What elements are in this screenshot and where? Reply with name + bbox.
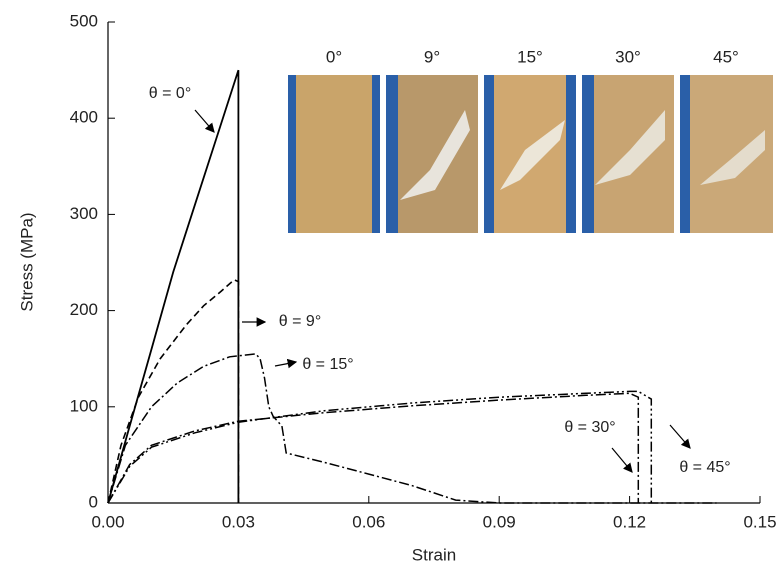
x-tick-label: 0.06: [352, 512, 385, 531]
series-line: [107, 392, 640, 504]
x-tick-label: 0.00: [91, 512, 124, 531]
photo-fracture: [700, 130, 765, 185]
series-line: [107, 390, 653, 504]
arrow: [194, 109, 215, 133]
inset-label: 0°: [326, 47, 342, 66]
arrow: [669, 424, 691, 449]
photo: [288, 75, 380, 233]
photo: [386, 75, 478, 233]
arrows: [194, 109, 691, 473]
series-annotation: θ = 9°: [279, 313, 321, 330]
photo-edge: [372, 75, 380, 233]
y-tick-label: 400: [70, 108, 98, 127]
photo-edge: [386, 75, 398, 233]
arrow: [611, 447, 633, 473]
series-annotation: θ = 0°: [149, 85, 191, 102]
series-annotation: θ = 30°: [564, 419, 615, 436]
x-tick-label: 0.15: [743, 512, 776, 531]
series-line: [107, 278, 240, 504]
inset-label: 45°: [713, 47, 739, 66]
inset-photos: [288, 75, 773, 233]
photo-fracture: [500, 120, 565, 190]
photo-fracture: [595, 110, 665, 185]
x-tick-label: 0.09: [483, 512, 516, 531]
series-line: [107, 353, 717, 504]
inset-label: 15°: [517, 47, 543, 66]
y-tick-label: 100: [70, 396, 98, 415]
y-tick-label: 300: [70, 204, 98, 223]
photo-edge: [566, 75, 576, 233]
photo-fracture: [400, 110, 470, 200]
y-tick-label: 500: [70, 11, 98, 30]
photo-edge: [484, 75, 494, 233]
photo-edge: [582, 75, 594, 233]
x-tick-label: 0.12: [613, 512, 646, 531]
y-tick-label: 200: [70, 300, 98, 319]
y-tick-label: 0: [89, 492, 98, 511]
photo-edge: [288, 75, 296, 233]
inset-label: 9°: [424, 47, 440, 66]
series-annotation: θ = 45°: [679, 459, 730, 476]
x-tick-label: 0.03: [222, 512, 255, 531]
y-axis-label: Stress (MPa): [17, 212, 36, 311]
x-axis-label: Strain: [412, 545, 456, 564]
photo-edge: [680, 75, 690, 233]
series-annotation: θ = 15°: [302, 356, 353, 373]
inset-label: 30°: [615, 47, 641, 66]
arrow: [274, 358, 298, 369]
